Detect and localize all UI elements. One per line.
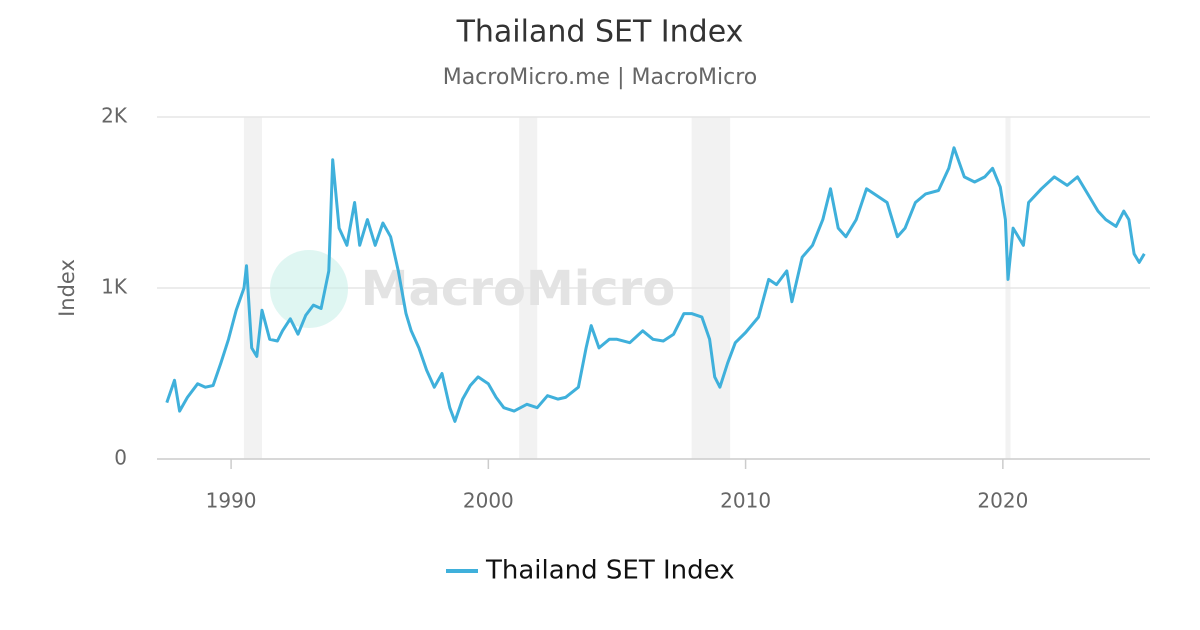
chart-title: Thailand SET Index [456, 15, 744, 50]
y-tick-label: 1K [101, 275, 128, 299]
legend-label: Thailand SET Index [485, 556, 735, 586]
y-axis-label: Index [55, 259, 79, 317]
x-tick-label: 2010 [720, 489, 771, 513]
watermark: MacroMicro [361, 261, 676, 317]
data-line [165, 146, 1146, 423]
y-tick-label: 2K [101, 104, 128, 128]
watermark-logo [270, 250, 348, 328]
y-tick-label: 0 [114, 446, 127, 470]
x-tick-label: 1990 [206, 489, 257, 513]
x-tick-label: 2000 [463, 489, 514, 513]
x-tick-label: 2020 [977, 489, 1028, 513]
chart-subtitle: MacroMicro.me | MacroMicro [443, 65, 758, 90]
